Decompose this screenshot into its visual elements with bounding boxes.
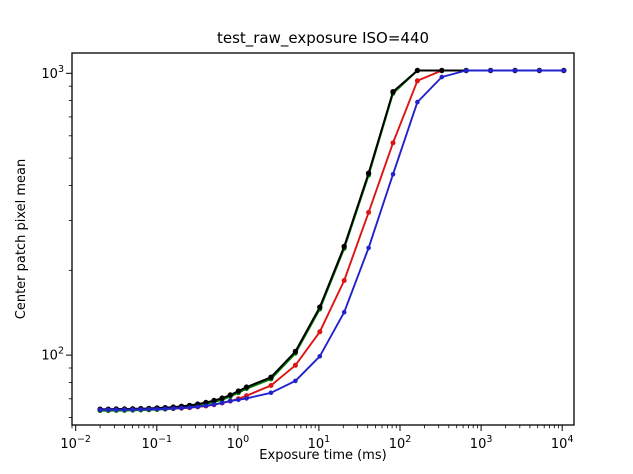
- y-axis-label: Center patch pixel mean: [14, 158, 29, 320]
- y-tick-label: 103: [41, 64, 64, 82]
- plot-frame: [71, 52, 575, 426]
- series-blue: [97, 68, 567, 413]
- chart-title: test_raw_exposure ISO=440: [216, 29, 430, 47]
- y-axis-ticks: [66, 72, 72, 419]
- series-black: [97, 67, 567, 412]
- x-axis-label: Exposure time (ms): [259, 448, 387, 463]
- y-axis-tick-labels: 102 103: [41, 64, 64, 364]
- series-green: [97, 68, 567, 414]
- series-red: [97, 68, 567, 413]
- y-tick-label: 102: [41, 346, 64, 364]
- x-axis-ticks: [71, 425, 563, 431]
